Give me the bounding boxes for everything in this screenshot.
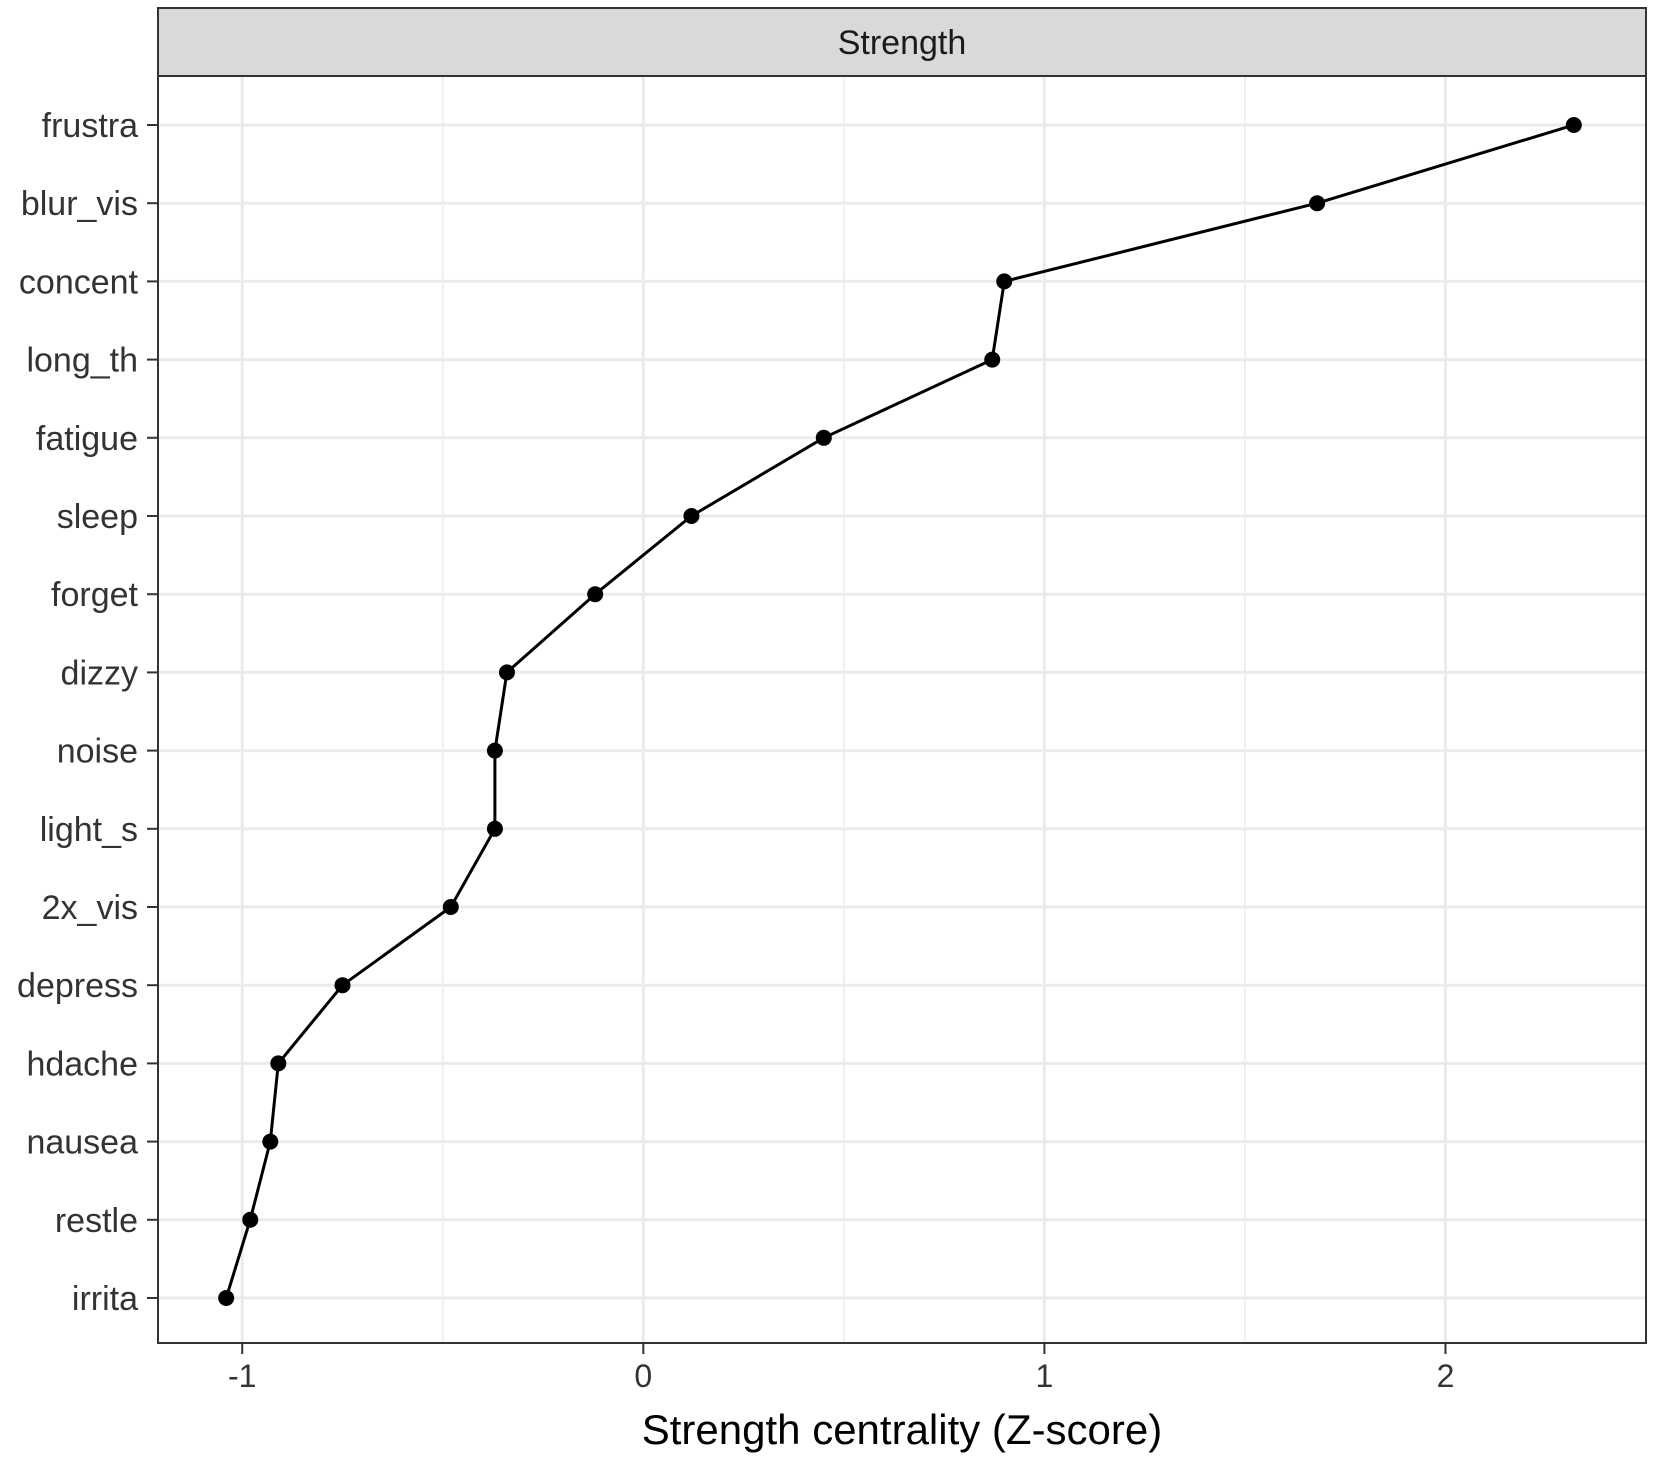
data-point-irrita: [218, 1290, 235, 1306]
y-tick-label: depress: [17, 967, 138, 1005]
data-point-hdache: [270, 1055, 287, 1072]
data-point-concent: [996, 273, 1013, 290]
data-point-restle: [242, 1211, 259, 1228]
x-axis: -1 0 1 2: [228, 1343, 1454, 1394]
facet-strip-background: [157, 7, 1647, 77]
y-tick-label: blur_vis: [21, 185, 138, 223]
y-tick-label: sleep: [57, 498, 138, 536]
y-tick-label: nausea: [26, 1124, 138, 1162]
y-tick-label: restle: [55, 1202, 138, 1240]
grid-layer: [158, 76, 1646, 1343]
panel-border: [157, 75, 1647, 1344]
y-tick-label: long_th: [26, 342, 138, 380]
x-tick-label: 0: [634, 1358, 652, 1394]
series-line: [224, 123, 1575, 1299]
y-tick-label: forget: [51, 576, 138, 614]
y-tick-label: fatigue: [36, 420, 138, 458]
facet-title: Strength: [838, 24, 967, 62]
x-tick-label: 1: [1035, 1358, 1053, 1394]
data-point-2x_vis: [442, 899, 459, 915]
data-point-dizzy: [498, 664, 515, 681]
x-tick-label: -1: [228, 1358, 256, 1394]
x-tick-label: 2: [1437, 1358, 1455, 1394]
data-point-fatigue: [815, 429, 832, 446]
y-tick-label: frustra: [42, 107, 138, 145]
series-layer: [218, 117, 1582, 1306]
facet-strip: Strength: [157, 7, 1647, 77]
data-point-light_s: [486, 820, 503, 837]
data-point-long_th: [984, 351, 1001, 368]
y-tick-label: light_s: [40, 811, 138, 849]
data-point-sleep: [683, 508, 700, 524]
y-tick-label: irrita: [72, 1280, 138, 1318]
data-point-forget: [587, 586, 604, 603]
data-point-nausea: [262, 1133, 279, 1150]
y-tick-label: concent: [19, 263, 139, 301]
data-point-depress: [334, 977, 351, 994]
y-tick-label: noise: [57, 733, 138, 771]
data-point-frustra: [1565, 117, 1582, 133]
y-tick-label: hdache: [26, 1045, 138, 1083]
x-axis-title: Strength centrality (Z-score): [642, 1406, 1163, 1453]
y-tick-label: dizzy: [61, 654, 138, 692]
y-tick-label: 2x_vis: [42, 889, 138, 927]
data-point-blur_vis: [1309, 195, 1326, 212]
data-point-noise: [486, 742, 503, 759]
